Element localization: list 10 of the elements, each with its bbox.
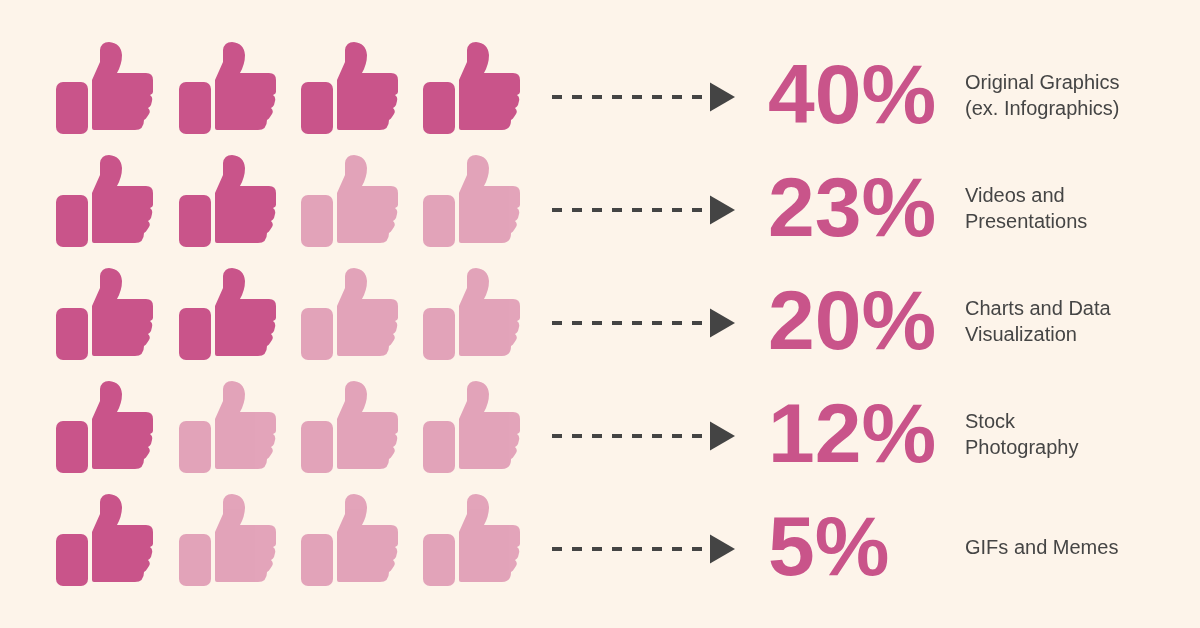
category-label: Charts and Data Visualization	[965, 297, 1112, 345]
category-label: Videos and Presentations	[965, 184, 1088, 232]
data-label: 23%	[768, 160, 937, 254]
data-label: 12%	[768, 386, 937, 480]
data-label: 5%	[768, 499, 890, 593]
category-label: GIFs and Memes	[965, 536, 1119, 558]
data-label: 40%	[768, 47, 937, 141]
category-label: Stock Photography	[965, 410, 1079, 458]
data-label: 20%	[768, 273, 937, 367]
category-label: Original Graphics (ex. Infographics)	[965, 71, 1120, 119]
